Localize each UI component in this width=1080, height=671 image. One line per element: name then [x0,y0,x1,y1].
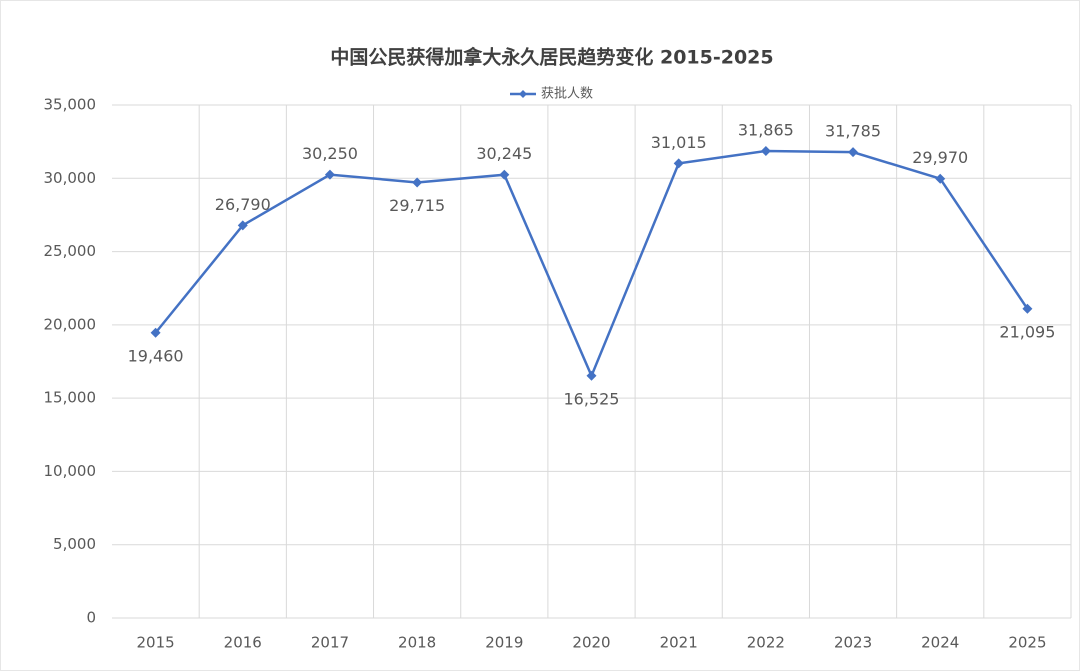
x-tick-label: 2024 [921,634,959,652]
data-label: 29,970 [912,148,968,167]
data-point [412,177,423,188]
data-label: 29,715 [389,196,445,215]
x-tick-label: 2020 [572,634,610,652]
data-point [499,169,510,180]
x-tick-label: 2015 [136,634,174,652]
data-label: 31,015 [651,133,707,152]
data-label: 31,785 [825,122,881,141]
data-point [150,327,161,338]
y-tick-label: 10,000 [44,462,97,480]
x-tick-label: 2017 [311,634,349,652]
y-tick-label: 15,000 [44,389,97,407]
data-point [586,370,597,381]
data-label: 26,790 [215,195,271,214]
x-tick-label: 2025 [1008,634,1046,652]
data-point [935,173,946,184]
y-tick-label: 30,000 [44,169,97,187]
y-tick-label: 25,000 [44,242,97,260]
data-point [673,158,684,169]
data-label: 30,250 [302,144,358,163]
legend-label: 获批人数 [541,87,593,102]
data-label: 21,095 [999,322,1055,341]
y-tick-label: 0 [86,609,96,627]
data-point [848,147,859,158]
y-tick-label: 35,000 [44,96,97,114]
data-point [237,220,248,231]
data-point [1022,303,1033,314]
x-tick-label: 2021 [660,634,698,652]
x-tick-label: 2018 [398,634,436,652]
data-label: 30,245 [476,144,532,163]
x-tick-label: 2019 [485,634,523,652]
chart-title: 中国公民获得加拿大永久居民趋势变化 2015-2025 [330,46,773,69]
x-tick-label: 2023 [834,634,872,652]
data-label: 16,525 [564,389,620,408]
data-label: 19,460 [128,346,184,365]
data-point [324,169,335,180]
data-label: 31,865 [738,120,794,139]
legend-marker [519,90,527,98]
y-tick-label: 5,000 [53,535,96,553]
x-tick-label: 2022 [747,634,785,652]
data-point [760,145,771,156]
y-tick-label: 20,000 [44,315,97,333]
x-tick-label: 2016 [224,634,262,652]
